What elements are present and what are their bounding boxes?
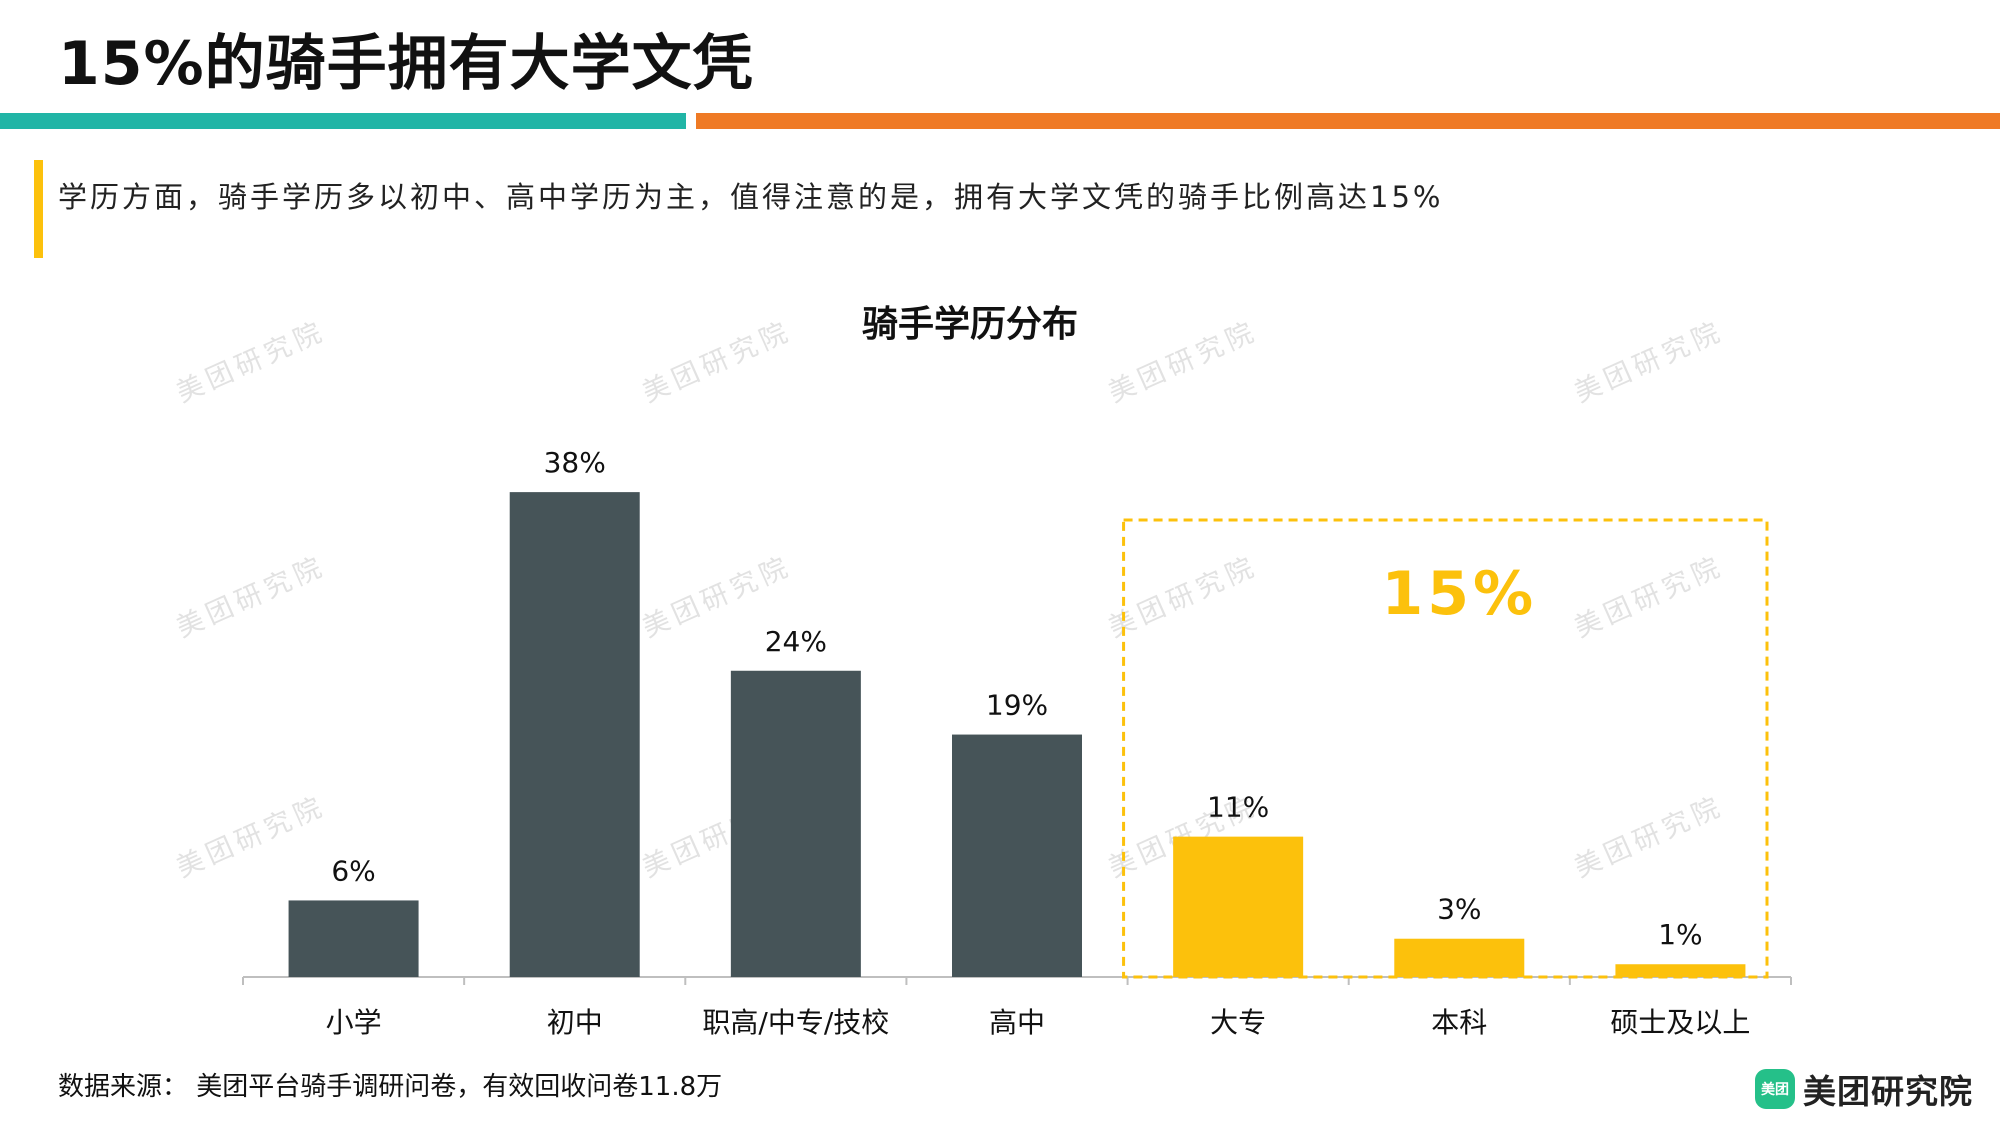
x-tick-label: 大专: [1210, 1006, 1266, 1039]
data-label: 6%: [331, 854, 375, 887]
data-label: 3%: [1437, 893, 1481, 926]
meituan-logo-icon: 美团: [1755, 1069, 1795, 1109]
x-tick-label: 小学: [326, 1006, 382, 1039]
x-tick-label: 初中: [547, 1006, 603, 1039]
page-title: 15%的骑手拥有大学文凭: [58, 29, 754, 99]
highlight-group-label: 15%: [1381, 559, 1537, 629]
x-tick-label: 本科: [1431, 1006, 1487, 1039]
chart-title: 骑手学历分布: [861, 304, 1078, 345]
data-source-note: 数据来源： 美团平台骑手调研问卷，有效回收问卷11.8万: [58, 1072, 723, 1102]
bar-6: [1615, 964, 1746, 977]
subtitle-accent-bar: [34, 160, 43, 258]
bar-2: [730, 670, 861, 977]
data-label: 38%: [544, 446, 606, 479]
title-underline-orange: [696, 113, 2000, 129]
bar-3: [952, 734, 1082, 977]
data-label: 19%: [986, 689, 1048, 722]
x-tick-label: 职高/中专/技校: [702, 1006, 889, 1039]
bar-4: [1173, 836, 1304, 977]
page-subtitle: 学历方面，骑手学历多以初中、高中学历为主，值得注意的是，拥有大学文凭的骑手比例高…: [58, 180, 1444, 214]
bar-1: [509, 492, 640, 977]
bar-0: [288, 900, 419, 977]
data-label: 11%: [1207, 791, 1269, 824]
highlight-group-box: [1122, 518, 1769, 979]
bar-5: [1394, 938, 1525, 977]
x-tick-label: 硕士及以上: [1610, 1006, 1750, 1039]
data-label: 24%: [765, 625, 827, 658]
data-label: 1%: [1658, 918, 1702, 951]
x-tick-label: 高中: [989, 1006, 1045, 1039]
brand-name: 美团研究院: [1803, 1072, 1973, 1111]
brand-logo: 美团 美团研究院: [1755, 1065, 1973, 1113]
title-underline-teal: [0, 113, 686, 129]
